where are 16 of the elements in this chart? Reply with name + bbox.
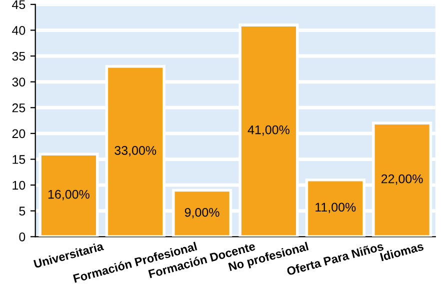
data-label: 9,00% (184, 208, 220, 218)
y-tick-label: 20 (12, 129, 26, 138)
y-tick-label: 5 (19, 206, 26, 216)
data-label: 41,00% (248, 125, 290, 136)
y-tick-label: 0 (19, 232, 26, 242)
y-tick-label: 15 (12, 155, 26, 164)
y-tick-label: 25 (12, 103, 26, 112)
y-tick-label: 30 (12, 78, 26, 86)
data-label: 22,00% (381, 174, 423, 185)
y-tick-label: 10 (12, 180, 26, 190)
y-tick-label: 45 (12, 0, 26, 10)
y-tick-label: 35 (12, 52, 26, 61)
data-label: 11,00% (316, 202, 356, 214)
data-label: 33,00% (114, 146, 156, 156)
y-tick-label: 40 (12, 26, 26, 35)
data-label: 16,00% (48, 190, 90, 200)
